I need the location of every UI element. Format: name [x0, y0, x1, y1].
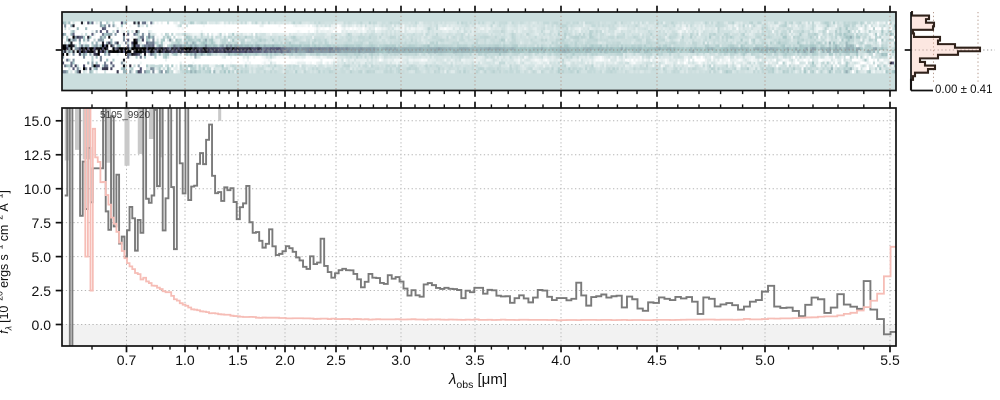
x-axis-unit: [μm]: [473, 371, 507, 388]
x-tick-label: 0.7: [116, 352, 137, 368]
ylabel-part: cm: [0, 224, 11, 242]
y-tick-label: 12.5: [23, 146, 51, 163]
ylabel-part: −2: [0, 214, 5, 225]
y-tick-label: 7.5: [31, 214, 51, 231]
x-axis-label: λobs [μm]: [449, 371, 507, 391]
lambda-symbol: λ: [449, 371, 457, 388]
x-tick-label: 2.0: [275, 352, 295, 368]
source-id-label: 5105_9920: [100, 110, 151, 121]
flux-subscript: λ: [3, 326, 14, 331]
x-tick-label: 1.0: [175, 352, 195, 368]
x-tick-label: 2.5: [326, 352, 346, 368]
profile-stat-label: 0.00 ± 0.41: [933, 82, 995, 99]
y-axis-label: fλ [10−20 ergs s−1 cm−2 Å−1]: [0, 190, 13, 334]
ylabel-part: −1: [0, 244, 5, 255]
flux-symbol: f: [0, 330, 11, 333]
ylabel-part: ergs s: [0, 254, 11, 288]
x-tick-label: 4.5: [647, 352, 667, 368]
y-tick-label: 5.0: [31, 248, 51, 265]
y-tick-label: 2.5: [31, 282, 51, 299]
ylabel-part: −20: [0, 291, 5, 306]
ylabel-part: −1: [0, 193, 5, 204]
x-tick-label: 5.5: [880, 352, 900, 368]
ylabel-part: ]: [0, 190, 11, 193]
y-tick-label: 15.0: [23, 112, 51, 129]
x-tick-label: 3.5: [465, 352, 485, 368]
y-tick-label: 0.0: [31, 316, 51, 333]
x-tick-label: 4.0: [551, 352, 571, 368]
x-tick-label: 5.0: [755, 352, 775, 368]
lambda-subscript: obs: [456, 379, 474, 391]
ylabel-part: [10: [0, 305, 11, 323]
ylabel-part: Å: [0, 203, 11, 215]
x-tick-label: 3.0: [391, 352, 411, 368]
x-tick-label: 1.5: [228, 352, 248, 368]
y-tick-label: 10.0: [23, 180, 51, 197]
